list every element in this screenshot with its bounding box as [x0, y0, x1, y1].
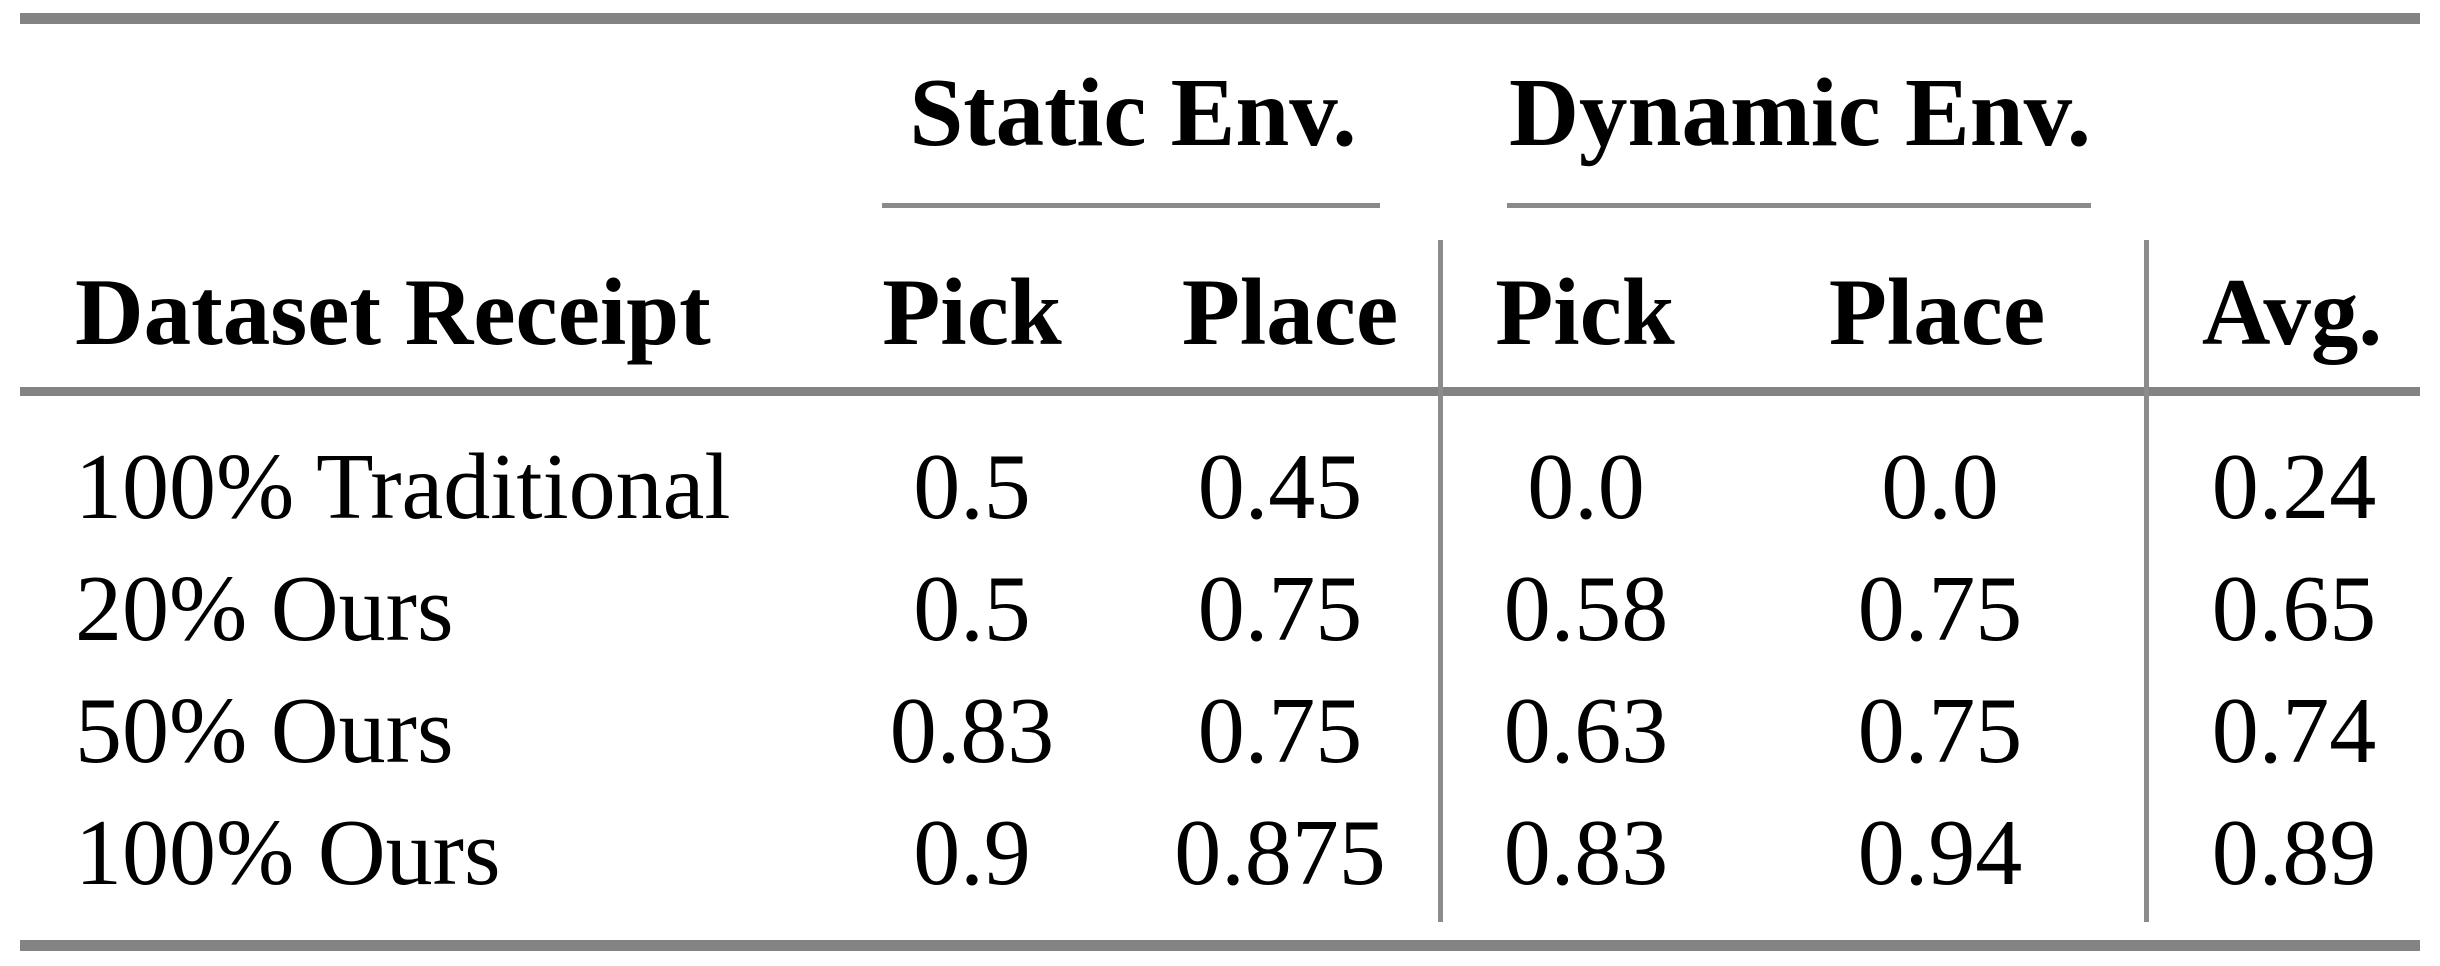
cell-static-place: 0.75	[1197, 557, 1363, 661]
vertical-separator-static-dynamic	[1438, 240, 1443, 922]
cell-dynamic-place: 0.94	[1857, 801, 2023, 905]
column-header-dynamic-pick: Pick	[1495, 259, 1675, 365]
column-header-avg: Avg.	[2201, 259, 2383, 365]
cell-avg: 0.65	[2211, 557, 2377, 661]
column-header-dataset-receipt: Dataset Receipt	[75, 259, 711, 365]
table-bottom-rule	[20, 940, 2420, 951]
cell-avg: 0.89	[2211, 801, 2377, 905]
cell-avg: 0.24	[2211, 435, 2377, 539]
cell-dynamic-place: 0.75	[1857, 679, 2023, 783]
row-label: 100% Traditional	[75, 435, 731, 539]
cell-dynamic-pick: 0.63	[1503, 679, 1669, 783]
cell-static-place: 0.45	[1197, 435, 1363, 539]
cmidrule-static-env	[882, 203, 1380, 208]
row-label: 20% Ours	[75, 557, 454, 661]
column-header-dynamic-place: Place	[1828, 259, 2046, 365]
cell-static-pick: 0.5	[913, 435, 1031, 539]
cell-static-pick: 0.5	[913, 557, 1031, 661]
cell-static-pick: 0.9	[913, 801, 1031, 905]
cell-dynamic-pick: 0.83	[1503, 801, 1669, 905]
column-group-label-dynamic-env: Dynamic Env.	[1508, 59, 2092, 166]
column-header-static-pick: Pick	[882, 259, 1062, 365]
cell-dynamic-pick: 0.58	[1503, 557, 1669, 661]
vertical-separator-dynamic-avg	[2144, 240, 2149, 922]
row-label: 50% Ours	[75, 679, 454, 783]
cmidrule-dynamic-env	[1507, 203, 2091, 208]
cell-static-place: 0.75	[1197, 679, 1363, 783]
table-top-rule	[20, 13, 2420, 24]
row-label: 100% Ours	[75, 801, 501, 905]
cell-dynamic-place: 0.0	[1881, 435, 1999, 539]
column-header-static-place: Place	[1181, 259, 1399, 365]
table-mid-rule	[20, 387, 2420, 396]
column-group-label-static-env: Static Env.	[909, 59, 1357, 166]
cell-dynamic-pick: 0.0	[1527, 435, 1645, 539]
cell-static-pick: 0.83	[889, 679, 1055, 783]
cell-avg: 0.74	[2211, 679, 2377, 783]
cell-dynamic-place: 0.75	[1857, 557, 2023, 661]
cell-static-place: 0.875	[1174, 801, 1386, 905]
